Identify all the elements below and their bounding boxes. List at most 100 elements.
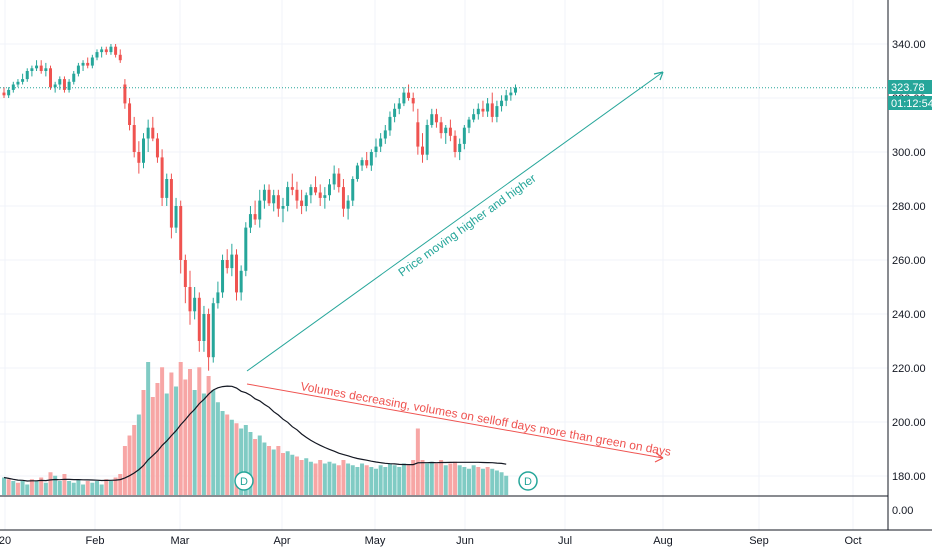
volume-bar bbox=[439, 460, 444, 495]
volume-bar bbox=[234, 423, 239, 495]
volume-bar bbox=[2, 477, 6, 495]
candle bbox=[500, 95, 504, 112]
volume-bar bbox=[150, 397, 155, 495]
time-axis-tick-label: Jun bbox=[456, 535, 474, 547]
volume-bar bbox=[397, 467, 402, 495]
candle bbox=[509, 87, 513, 101]
volume-bar bbox=[387, 463, 392, 495]
volume-bar bbox=[90, 482, 95, 495]
volume-bar bbox=[229, 419, 234, 495]
volume-bar bbox=[220, 411, 225, 495]
candle bbox=[95, 49, 99, 61]
candle bbox=[193, 287, 197, 320]
candle bbox=[244, 222, 248, 277]
volume-bar bbox=[294, 456, 299, 495]
candle bbox=[458, 138, 462, 161]
volume-bar bbox=[178, 362, 183, 495]
candle bbox=[314, 176, 318, 196]
candle bbox=[425, 119, 429, 161]
price-axis-tick-label: 180.00 bbox=[892, 471, 926, 483]
candle bbox=[221, 254, 225, 298]
volume-bar bbox=[276, 446, 281, 495]
volume-bar bbox=[132, 425, 137, 495]
volume-arrow-line bbox=[246, 383, 664, 459]
volume-bar bbox=[197, 367, 202, 495]
candle bbox=[253, 200, 257, 225]
candle bbox=[151, 116, 155, 142]
last-price-badge bbox=[888, 80, 932, 94]
candle bbox=[365, 152, 369, 169]
volume-bar bbox=[401, 463, 406, 495]
volume-bar bbox=[25, 484, 30, 495]
volume-bar bbox=[11, 481, 16, 495]
time-scale[interactable] bbox=[0, 530, 932, 550]
volume-bar bbox=[425, 463, 430, 495]
volume-bar bbox=[62, 474, 67, 495]
candle bbox=[76, 62, 80, 77]
candle bbox=[137, 141, 141, 174]
candle bbox=[86, 57, 90, 69]
candle bbox=[169, 173, 173, 239]
candle bbox=[53, 81, 57, 93]
volume-bar bbox=[188, 369, 192, 495]
candle bbox=[383, 125, 387, 144]
volume-bar bbox=[141, 390, 146, 495]
candle bbox=[481, 100, 485, 117]
volume-bar bbox=[480, 468, 485, 495]
candle bbox=[142, 133, 145, 169]
candle bbox=[290, 173, 294, 196]
volume-bar bbox=[304, 458, 309, 495]
volume-bar bbox=[318, 460, 323, 495]
candle bbox=[35, 60, 39, 71]
candle bbox=[286, 181, 290, 212]
volume-bar bbox=[81, 484, 86, 495]
candle bbox=[332, 165, 336, 190]
volume-bars bbox=[2, 362, 509, 495]
candle bbox=[7, 87, 11, 98]
volume-bar bbox=[476, 467, 481, 495]
volume-bar bbox=[457, 465, 462, 495]
volume-bar bbox=[360, 463, 365, 495]
volume-bar bbox=[183, 379, 188, 495]
candle bbox=[402, 87, 406, 107]
volume-bar bbox=[392, 465, 397, 495]
candle bbox=[388, 111, 392, 136]
volume-bar bbox=[99, 484, 104, 495]
bar-countdown-timer: 01:12:54 bbox=[891, 98, 932, 110]
candle bbox=[341, 179, 345, 217]
dividend-marker-jun[interactable]: D bbox=[518, 471, 538, 491]
candle bbox=[239, 265, 243, 301]
volume-bar bbox=[169, 372, 174, 495]
volume-bar bbox=[48, 472, 53, 495]
volume-bar bbox=[453, 461, 458, 495]
volume-bar bbox=[262, 442, 267, 495]
time-axis-tick-label: Feb bbox=[86, 535, 105, 547]
dividend-marker-mar[interactable]: D bbox=[234, 471, 254, 491]
volume-bar bbox=[104, 479, 109, 495]
volume-arrow-head bbox=[654, 452, 664, 463]
candle bbox=[21, 73, 25, 85]
volume-bar bbox=[95, 481, 99, 495]
volume-bar bbox=[34, 481, 39, 495]
candle bbox=[472, 108, 476, 123]
candle bbox=[337, 168, 341, 193]
volume-bar bbox=[494, 470, 499, 495]
candle bbox=[81, 60, 85, 71]
volume-annotation-text: Volumes decreasing, volumes on selloff d… bbox=[299, 379, 672, 459]
volume-bar bbox=[369, 467, 374, 495]
candle bbox=[155, 133, 159, 163]
volume-bar bbox=[374, 468, 378, 495]
volume-bar bbox=[113, 477, 118, 495]
volume-bar bbox=[462, 467, 467, 495]
volume-bar bbox=[146, 362, 151, 495]
volume-axis-tick: 0.00 bbox=[892, 505, 913, 517]
candle bbox=[188, 270, 192, 325]
volume-bar bbox=[248, 432, 253, 495]
time-axis-tick-label: Mar bbox=[171, 535, 190, 547]
trend-arrow-head bbox=[653, 71, 664, 81]
candle bbox=[44, 62, 48, 77]
candle bbox=[267, 184, 271, 206]
candle bbox=[351, 176, 355, 206]
candle bbox=[346, 195, 350, 220]
